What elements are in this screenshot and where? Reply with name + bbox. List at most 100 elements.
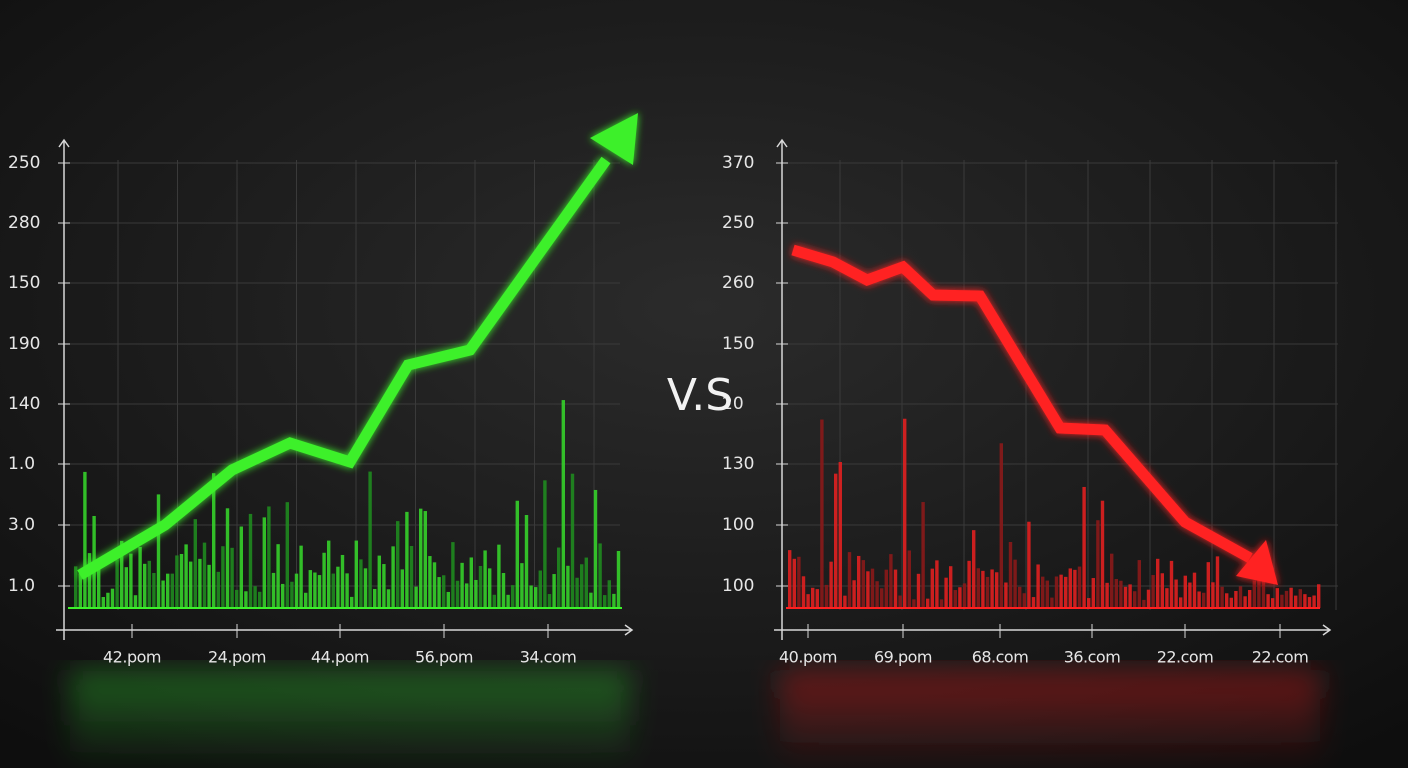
versus-label: V.S bbox=[667, 370, 733, 421]
bar bbox=[616, 550, 621, 608]
bar bbox=[949, 566, 953, 608]
y-label: 100 bbox=[722, 515, 754, 535]
bar bbox=[985, 576, 990, 608]
bar bbox=[354, 540, 358, 608]
bar bbox=[1234, 590, 1238, 608]
bar bbox=[124, 567, 128, 608]
bar bbox=[1183, 575, 1187, 608]
bar bbox=[1123, 586, 1128, 608]
bar bbox=[1004, 582, 1008, 608]
bar bbox=[152, 572, 156, 608]
bar bbox=[1160, 573, 1164, 608]
bar bbox=[1142, 599, 1146, 608]
bar bbox=[1280, 594, 1284, 608]
bar bbox=[953, 590, 957, 608]
y-label: 190 bbox=[8, 334, 40, 354]
bar bbox=[815, 589, 819, 608]
bar bbox=[538, 570, 542, 608]
bar bbox=[995, 572, 999, 608]
bar bbox=[912, 599, 916, 608]
bar bbox=[939, 599, 944, 608]
bar bbox=[405, 511, 409, 608]
y-label: 150 bbox=[722, 334, 754, 354]
bar bbox=[829, 561, 833, 608]
bar bbox=[97, 566, 101, 608]
bar bbox=[1294, 595, 1298, 608]
bar bbox=[967, 560, 971, 608]
bar bbox=[575, 577, 579, 608]
down-trend bbox=[791, 244, 1253, 563]
bar bbox=[313, 572, 317, 608]
y-label: 280 bbox=[8, 213, 40, 233]
x-label: 40.pom bbox=[779, 648, 837, 667]
bar bbox=[903, 418, 907, 608]
bar bbox=[834, 473, 838, 608]
bar bbox=[547, 594, 552, 608]
bar bbox=[400, 569, 404, 608]
bar bbox=[78, 573, 82, 608]
bar bbox=[74, 566, 78, 608]
bar bbox=[1303, 594, 1307, 608]
up-arrowhead bbox=[590, 113, 638, 165]
bar bbox=[1082, 486, 1086, 608]
bar bbox=[1206, 562, 1210, 608]
bar bbox=[1050, 597, 1054, 608]
bar bbox=[1013, 559, 1017, 608]
bar bbox=[207, 564, 211, 608]
bar bbox=[175, 555, 179, 608]
bar bbox=[437, 577, 441, 608]
up-trend bbox=[77, 156, 611, 580]
bar bbox=[589, 592, 593, 608]
y-label: 150 bbox=[8, 273, 40, 293]
bar bbox=[143, 563, 147, 608]
bar bbox=[838, 462, 842, 608]
bar bbox=[147, 560, 151, 608]
bar bbox=[377, 555, 381, 608]
bar bbox=[566, 565, 570, 608]
bar bbox=[990, 569, 994, 608]
bar bbox=[327, 540, 331, 608]
bar bbox=[1298, 589, 1302, 608]
bar bbox=[1229, 597, 1233, 608]
bar bbox=[875, 581, 879, 608]
bar bbox=[331, 573, 335, 608]
bar bbox=[350, 596, 354, 608]
bar bbox=[561, 400, 565, 608]
bar bbox=[1165, 588, 1169, 608]
bar bbox=[1045, 580, 1049, 608]
bar bbox=[345, 573, 349, 608]
bar bbox=[235, 589, 239, 608]
bar bbox=[506, 594, 510, 608]
bar bbox=[442, 575, 446, 608]
bar bbox=[1068, 568, 1072, 608]
bar bbox=[248, 513, 253, 608]
bar bbox=[138, 546, 142, 608]
bar bbox=[469, 557, 473, 608]
y-label: 100 bbox=[722, 576, 754, 596]
bar bbox=[1261, 581, 1266, 608]
bar bbox=[170, 573, 174, 608]
x-label: 34.com bbox=[520, 648, 577, 667]
bar bbox=[788, 550, 792, 608]
bar bbox=[299, 545, 303, 608]
reflection bbox=[70, 670, 630, 768]
bar bbox=[423, 511, 427, 608]
reflection bbox=[780, 670, 1320, 768]
bar bbox=[792, 558, 796, 608]
bar bbox=[570, 473, 575, 608]
bar bbox=[115, 559, 119, 608]
bar bbox=[898, 595, 902, 608]
bar bbox=[1054, 576, 1059, 608]
bar bbox=[271, 572, 276, 608]
y-label: 250 bbox=[722, 213, 754, 233]
bar bbox=[524, 515, 529, 608]
bar bbox=[294, 573, 299, 608]
bar bbox=[552, 574, 556, 608]
bar bbox=[386, 589, 391, 608]
bar bbox=[1266, 594, 1270, 608]
bar bbox=[1077, 566, 1082, 608]
bar bbox=[930, 568, 934, 608]
bar bbox=[1105, 582, 1109, 608]
bar bbox=[193, 519, 197, 608]
